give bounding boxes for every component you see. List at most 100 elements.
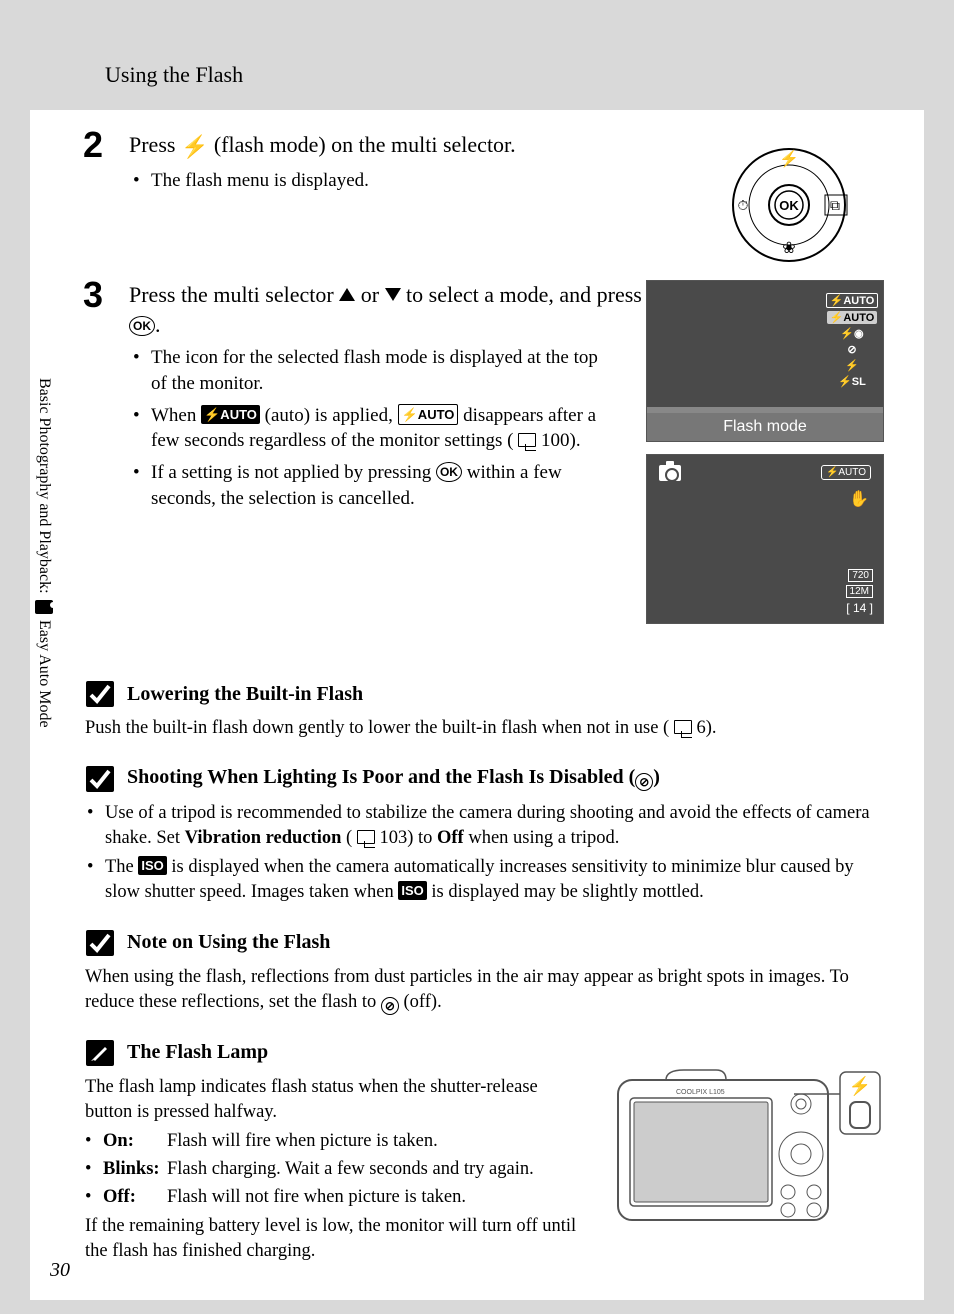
text: (off). <box>404 992 442 1012</box>
svg-text:⚡: ⚡ <box>849 1075 871 1097</box>
step-3: 3 Press the multi selector or to select … <box>85 280 649 517</box>
multi-selector-diagram: OK ⚡ ❀ ⏱ ⧉ <box>729 145 849 265</box>
lamp-label: On <box>103 1131 128 1151</box>
flash-mode-label: Flash mode <box>647 413 883 441</box>
text: (flash mode) on the multi selector. <box>214 132 516 157</box>
lamp-label: Off <box>103 1187 130 1207</box>
step-number: 3 <box>83 274 103 316</box>
text: is displayed may be slightly mottled. <box>431 882 703 902</box>
lcd-preview-shooting: ⚡AUTO ✋ 720 12M [ 14 ] <box>646 454 884 624</box>
step-3-body: The icon for the selected flash mode is … <box>129 345 649 511</box>
vr-hand-icon: ✋ <box>849 489 869 509</box>
text: 6). <box>696 718 716 738</box>
text: when using a tripod. <box>468 828 619 848</box>
camera-mode-icon <box>659 465 681 481</box>
step-3-bullet-3: If a setting is not applied by pressing … <box>129 460 599 511</box>
step-3-bullet-2: When ⚡AUTO (auto) is applied, ⚡AUTO disa… <box>129 403 599 454</box>
lcd-preview-flash-menu: ⚡AUTO ⚡AUTO ⚡◉ ⊘ ⚡ ⚡SL Flash mode <box>646 280 884 442</box>
header-band <box>0 0 954 110</box>
lamp-row: •On:Flash will fire when picture is take… <box>85 1129 585 1154</box>
text: to select a mode, and press <box>406 282 642 307</box>
text: When using the flash, reflections from d… <box>85 967 849 1012</box>
check-icon <box>85 929 115 957</box>
note-bullet: Use of a tripod is recommended to stabil… <box>85 801 875 851</box>
note-lowering-flash: Lowering the Built-in Flash Push the bui… <box>85 680 875 741</box>
text: or <box>361 282 385 307</box>
lamp-desc: Flash will not fire when picture is take… <box>167 1185 585 1210</box>
svg-text:⚡: ⚡ <box>779 149 799 168</box>
flash-mode-icon-stack: ⚡AUTO ⚡AUTO ⚡◉ ⊘ ⚡ ⚡SL <box>831 293 873 388</box>
svg-text:⧉: ⧉ <box>830 199 840 214</box>
text-strong: Off <box>437 828 464 848</box>
side-text-before: Basic Photography and Playback: <box>35 378 53 594</box>
camera-small-icon <box>35 600 53 614</box>
text: . <box>155 312 161 337</box>
manual-ref-icon <box>674 720 692 734</box>
page-header-title: Using the Flash <box>105 62 243 88</box>
status-stack: 720 12M [ 14 ] <box>846 569 873 615</box>
image-size-icon: 12M <box>846 585 873 598</box>
lamp-desc: Flash charging. Wait a few seconds and t… <box>167 1157 585 1182</box>
flash-option: ⚡ <box>845 359 859 372</box>
side-text-after: Easy Auto Mode <box>35 620 53 728</box>
manual-ref-icon <box>357 830 375 844</box>
text: ) <box>653 766 660 788</box>
flash-option: ⚡AUTO <box>826 293 879 308</box>
lamp-row: •Blinks:Flash charging. Wait a few secon… <box>85 1157 585 1182</box>
lamp-row: •Off:Flash will not fire when picture is… <box>85 1185 585 1210</box>
step-2-body: The flash menu is displayed. <box>129 168 516 194</box>
text: If a setting is not applied by pressing <box>151 462 436 483</box>
arrow-down-icon <box>385 288 401 301</box>
camera-back-illustration: COOLPIX L105 ⚡ <box>616 1064 884 1232</box>
shots-remaining: [ 14 ] <box>846 601 873 615</box>
lamp-desc: Flash will fire when picture is taken. <box>167 1129 585 1154</box>
step-number: 2 <box>83 124 103 166</box>
text: 100). <box>541 430 581 451</box>
flash-off-icon: ⊘ <box>635 773 653 791</box>
lamp-intro: The flash lamp indicates flash status wh… <box>85 1075 585 1125</box>
note-bullet: The ISO is displayed when the camera aut… <box>85 855 875 905</box>
note-title: Shooting When Lighting Is Poor and the F… <box>127 766 660 791</box>
page-number: 30 <box>50 1259 70 1282</box>
note-body: The flash lamp indicates flash status wh… <box>85 1075 585 1264</box>
side-tab-text: Basic Photography and Playback: Easy Aut… <box>35 378 53 727</box>
step-2-heading: Press ⚡ (flash mode) on the multi select… <box>129 130 516 162</box>
flash-option: ⊘ <box>847 343 856 356</box>
lamp-outro: If the remaining battery level is low, t… <box>85 1214 585 1264</box>
text: 103) to <box>379 828 437 848</box>
flash-option: ⚡◉ <box>840 327 863 340</box>
note-title: Note on Using the Flash <box>127 931 330 954</box>
note-body: Use of a tripod is recommended to stabil… <box>85 801 875 905</box>
flash-auto-indicator: ⚡AUTO <box>821 465 871 480</box>
text: Shooting When Lighting Is Poor and the F… <box>127 766 635 788</box>
flash-option: ⚡SL <box>838 375 866 388</box>
note-title: Lowering the Built-in Flash <box>127 683 363 706</box>
auto-badge-icon: ⚡AUTO <box>201 405 260 425</box>
text: (auto) is applied, <box>265 405 398 426</box>
text-strong: Vibration reduction <box>185 828 342 848</box>
lamp-label: Blinks <box>103 1159 153 1179</box>
text: ( <box>346 828 352 848</box>
svg-text:❀: ❀ <box>782 240 795 257</box>
arrow-up-icon <box>339 288 355 301</box>
svg-text:COOLPIX L105: COOLPIX L105 <box>676 1089 725 1096</box>
step-3-bullet-1: The icon for the selected flash mode is … <box>129 345 599 396</box>
step-2-bullet: The flash menu is displayed. <box>129 168 516 194</box>
text: Press <box>129 132 181 157</box>
note-using-flash: Note on Using the Flash When using the f… <box>85 929 875 1015</box>
text: Press the multi selector <box>129 282 339 307</box>
note-poor-lighting: Shooting When Lighting Is Poor and the F… <box>85 765 875 905</box>
check-icon <box>85 765 115 793</box>
step-3-heading: Press the multi selector or to select a … <box>129 280 649 339</box>
manual-page: Using the Flash Basic Photography and Pl… <box>0 0 954 1314</box>
ok-button-icon: OK <box>436 462 462 482</box>
iso-badge-icon: ISO <box>138 856 166 876</box>
text: Push the built-in flash down gently to l… <box>85 718 669 738</box>
text: The <box>105 857 138 877</box>
note-body: Push the built-in flash down gently to l… <box>85 716 875 741</box>
iso-badge-icon: ISO <box>398 881 426 901</box>
auto-outline-icon: ⚡AUTO <box>398 404 459 426</box>
flash-option-selected: ⚡AUTO <box>827 311 878 324</box>
ok-button-icon: OK <box>129 316 155 336</box>
step-2: 2 Press ⚡ (flash mode) on the multi sele… <box>85 130 516 199</box>
